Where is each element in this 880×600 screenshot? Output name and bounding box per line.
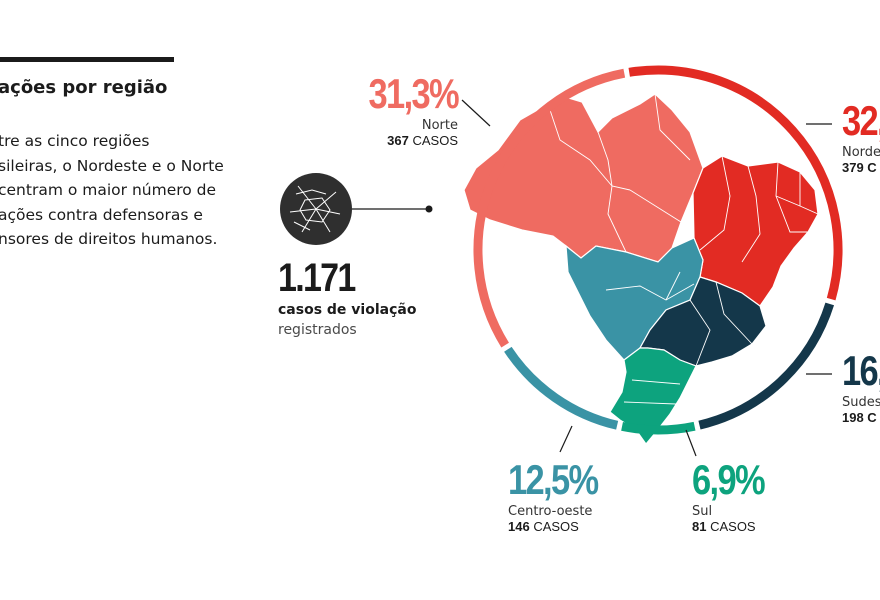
ring-arc-norte — [473, 68, 626, 348]
leader-lines — [352, 99, 832, 457]
ring-arc-sul — [621, 421, 696, 435]
region-name: Centro-oeste — [508, 504, 593, 519]
leader-line-norte — [461, 99, 491, 127]
ring-arc-nordeste — [628, 65, 843, 301]
leader-line-sul — [685, 429, 697, 457]
top-rule — [0, 57, 174, 62]
cases-label: 367 CASOS — [387, 133, 458, 148]
cases-label: 379 C — [842, 160, 877, 175]
cases-label: 146 CASOS — [508, 519, 579, 534]
ring-arc-sudes — [698, 302, 835, 430]
percent-label: 31,3% — [368, 70, 460, 117]
section-title: ações por região — [0, 77, 168, 98]
region-name: Norte — [421, 118, 458, 133]
percent-label: 32, — [842, 99, 880, 144]
intro-text: tre as cinco regiões sileiras, o Nordest… — [0, 132, 224, 248]
region-name: Sul — [692, 504, 713, 519]
broken-glass-icon — [280, 173, 352, 245]
donut-ring — [473, 65, 843, 435]
cases-label: 81 CASOS — [692, 519, 756, 534]
region-name: Nordeste — [842, 145, 880, 160]
map-region-norte — [463, 93, 704, 263]
cases-label: 198 C — [842, 410, 877, 425]
brazil-map — [463, 93, 819, 445]
percent-label: 12,5% — [508, 456, 599, 503]
label-group-sudeste: 16, Sudes 198 C — [842, 349, 880, 425]
leader-line-centro-oeste — [559, 425, 573, 453]
total-value: 1.171 — [278, 256, 356, 300]
label-group-norte: 31,3% Norte 367 CASOS — [330, 70, 460, 149]
total-label: casos de violação — [278, 302, 417, 318]
total-sublabel: registrados — [278, 322, 357, 338]
percent-label: 16, — [842, 349, 880, 394]
label-group-nordeste: 32, Nordeste 379 C — [842, 99, 880, 175]
label-group-sul: 6,9% Sul 81 CASOS — [692, 456, 780, 535]
leader-dot-total — [425, 205, 433, 213]
state-borders — [547, 93, 819, 405]
percent-label: 6,9% — [692, 456, 766, 503]
ring-arc-centro-oeste — [504, 346, 619, 430]
region-name: Sudes — [842, 395, 880, 410]
label-group-centro-oeste: 12,5% Centro-oeste 146 CASOS — [508, 456, 617, 535]
